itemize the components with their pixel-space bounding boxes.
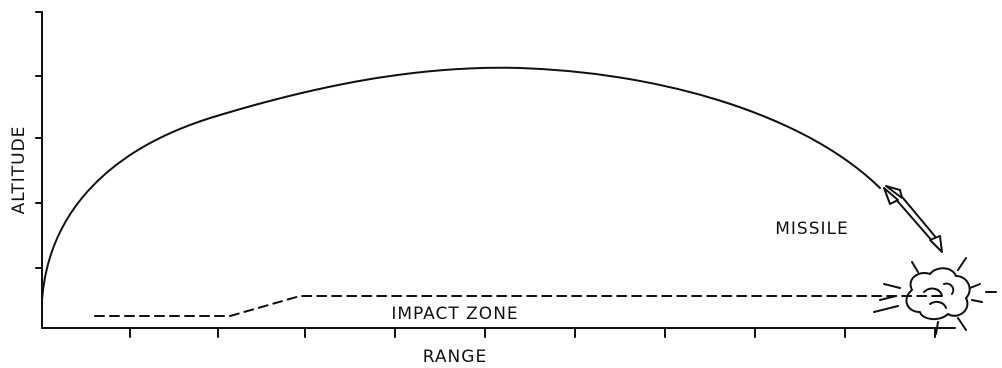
missile-label: MISSILE bbox=[775, 219, 849, 239]
y-axis-label: ALTITUDE bbox=[9, 126, 29, 215]
x-axis-label: RANGE bbox=[423, 347, 487, 367]
diagram: IMPACT ZONE MISSILE RANGE ALTITUDE bbox=[0, 0, 1002, 368]
trajectory bbox=[42, 68, 880, 300]
impact-zone-boundary bbox=[95, 296, 945, 316]
impact-zone-label: IMPACT ZONE bbox=[391, 304, 518, 324]
x-ticks bbox=[130, 328, 935, 337]
missile-icon bbox=[884, 186, 942, 252]
page: IMPACT ZONE MISSILE RANGE ALTITUDE (() =… bbox=[0, 0, 1002, 368]
